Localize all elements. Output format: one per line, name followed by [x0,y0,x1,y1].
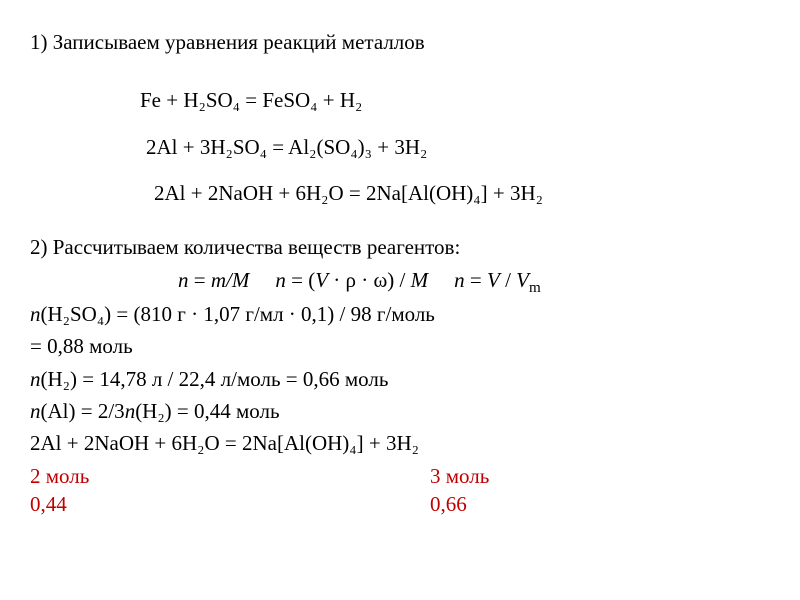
formula-b-lhs: n [275,268,286,292]
formula-row: n = m/M n = (V · ρ · ω) / M n = V / Vm [178,266,780,294]
formula-a-eq: = [194,268,211,292]
calc-3-rspecies: (H₂) [135,399,171,423]
section-1-title: 1) Записываем уравнения реакций металлов [30,28,780,56]
calc-1: n(H₂SO₄) = (810 г · 1,07 г/мл · 0,1) / 9… [30,300,780,328]
calc-2: n(H₂) = 14,78 л / 22,4 л/моль = 0,66 мол… [30,365,780,393]
formula-b: n = (V · ρ · ω) / M [275,266,428,294]
formula-a: n = m/M [178,266,249,294]
calc-1-species: (H₂SO₄) [41,302,112,326]
stoich-2-right: 0,66 [430,490,780,518]
calc-3-out: = 0,44 моль [172,399,280,423]
stoich-row-2: 0,44 0,66 [30,490,780,518]
stoich-2-left: 0,44 [30,490,430,518]
formula-b-eq: = [291,268,308,292]
formula-b-rhs: (V · ρ · ω) / M [308,268,428,292]
calc-2-n: n [30,367,41,391]
formula-a-lhs: n [178,268,189,292]
formula-c: n = V / Vm [454,266,541,294]
calc-1-n: n [30,302,41,326]
formula-c-rhs: V / Vm [487,268,541,292]
equation-1: Fe + H₂SO₄ = FeSO₄ + H₂ [140,86,780,114]
equation-repeat: 2Al + 2NaOH + 6H₂O = 2Na[Al(OH)₄] + 3H₂ [30,429,780,457]
calc-2-rhs: = 14,78 л / 22,4 л/моль = 0,66 моль [77,367,388,391]
calc-3-species: (Al) [41,399,76,423]
calc-1-result: = 0,88 моль [30,332,780,360]
formula-c-lhs: n [454,268,465,292]
calc-3-eq: = 2/3 [76,399,125,423]
equation-2: 2Al + 3H₂SO₄ = Al₂(SO₄)₃ + 3H₂ [146,133,780,161]
stoich-row-1: 2 моль 3 моль [30,462,780,490]
calc-1-rhs: = (810 г · 1,07 г/мл · 0,1) / 98 г/моль [111,302,435,326]
section-2-title: 2) Рассчитываем количества веществ реаге… [30,233,780,261]
calc-2-species: (H₂) [41,367,77,391]
formula-c-sub: m [529,280,541,296]
page: 1) Записываем уравнения реакций металлов… [0,0,800,538]
formula-c-eq: = [470,268,487,292]
calc-3: n(Al) = 2/3n(H₂) = 0,44 моль [30,397,780,425]
stoich-1-right: 3 моль [430,462,780,490]
calc-3-n: n [30,399,41,423]
calc-3-rn: n [125,399,136,423]
formula-a-rhs: m/M [211,268,250,292]
equation-3: 2Al + 2NaOH + 6H₂O = 2Na[Al(OH)₄] + 3H₂ [154,179,780,207]
stoich-1-left: 2 моль [30,462,430,490]
